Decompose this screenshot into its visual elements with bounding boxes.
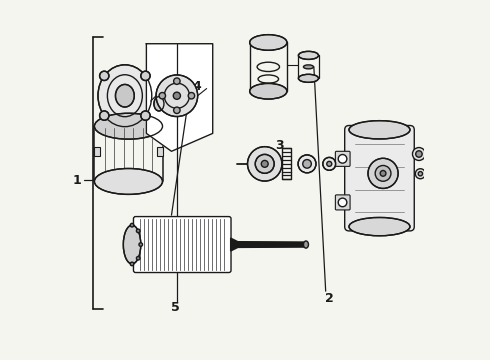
Ellipse shape: [368, 158, 398, 188]
Ellipse shape: [327, 161, 332, 166]
Ellipse shape: [338, 154, 347, 163]
Ellipse shape: [99, 111, 109, 120]
Text: 3: 3: [275, 139, 283, 152]
Ellipse shape: [298, 155, 316, 173]
Ellipse shape: [123, 225, 141, 264]
Ellipse shape: [136, 256, 140, 260]
Bar: [157, 147, 163, 156]
Ellipse shape: [416, 151, 422, 157]
Ellipse shape: [303, 241, 309, 248]
Ellipse shape: [303, 159, 311, 168]
Ellipse shape: [349, 121, 410, 139]
Ellipse shape: [139, 243, 143, 246]
Ellipse shape: [154, 96, 164, 111]
Ellipse shape: [173, 92, 180, 99]
Ellipse shape: [338, 198, 347, 207]
Ellipse shape: [136, 229, 140, 233]
Bar: [95, 147, 100, 156]
Ellipse shape: [303, 65, 314, 69]
Ellipse shape: [416, 169, 425, 179]
Ellipse shape: [99, 71, 109, 81]
Polygon shape: [147, 44, 213, 151]
Ellipse shape: [159, 93, 166, 99]
Ellipse shape: [418, 172, 422, 176]
Polygon shape: [231, 238, 306, 251]
FancyBboxPatch shape: [133, 217, 231, 273]
Ellipse shape: [250, 35, 287, 50]
Ellipse shape: [173, 107, 180, 113]
Ellipse shape: [98, 65, 152, 127]
Text: 1: 1: [72, 174, 81, 186]
Ellipse shape: [95, 113, 163, 139]
FancyBboxPatch shape: [335, 195, 350, 210]
Ellipse shape: [261, 161, 268, 167]
Ellipse shape: [173, 78, 180, 84]
Ellipse shape: [298, 51, 318, 59]
Ellipse shape: [250, 84, 287, 99]
Ellipse shape: [413, 148, 425, 161]
Ellipse shape: [95, 168, 163, 194]
Ellipse shape: [116, 85, 134, 107]
FancyBboxPatch shape: [335, 151, 350, 166]
Ellipse shape: [156, 75, 197, 117]
Ellipse shape: [130, 224, 134, 227]
Bar: [282, 148, 291, 179]
Ellipse shape: [323, 157, 336, 170]
Ellipse shape: [349, 217, 410, 236]
Ellipse shape: [375, 166, 391, 181]
Ellipse shape: [380, 171, 386, 176]
Ellipse shape: [130, 262, 134, 266]
Ellipse shape: [298, 74, 318, 82]
Text: 2: 2: [325, 292, 334, 305]
Ellipse shape: [141, 111, 150, 120]
Text: 5: 5: [171, 301, 179, 314]
Ellipse shape: [255, 154, 274, 173]
Ellipse shape: [247, 147, 282, 181]
FancyBboxPatch shape: [344, 126, 414, 231]
Ellipse shape: [141, 71, 150, 81]
Text: 4: 4: [192, 80, 201, 93]
Ellipse shape: [188, 93, 195, 99]
